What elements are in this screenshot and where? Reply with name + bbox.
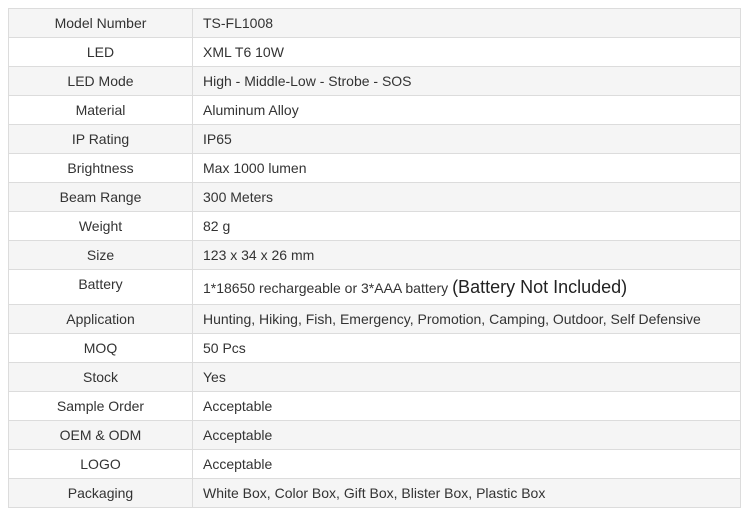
spec-label: Battery (8, 269, 193, 305)
spec-value: Acceptable (192, 449, 741, 479)
spec-value-text: Aluminum Alloy (203, 102, 299, 118)
spec-value: XML T6 10W (192, 37, 741, 67)
spec-value-text: Acceptable (203, 398, 273, 414)
spec-value-text: IP65 (203, 131, 232, 147)
spec-value-text: 82 g (203, 218, 231, 234)
spec-label: LED (8, 37, 193, 67)
spec-value: Acceptable (192, 420, 741, 450)
spec-value: 50 Pcs (192, 333, 741, 363)
spec-value-text: 123 x 34 x 26 mm (203, 247, 315, 263)
spec-label: Application (8, 304, 193, 334)
spec-value-text: Acceptable (203, 427, 273, 443)
spec-row: LOGO Acceptable (8, 449, 741, 479)
spec-label: Weight (8, 211, 193, 241)
spec-value-text: White Box, Color Box, Gift Box, Blister … (203, 485, 546, 501)
spec-value: Aluminum Alloy (192, 95, 741, 125)
spec-value-text: 1*18650 rechargeable or 3*AAA battery (203, 279, 449, 296)
spec-label: OEM & ODM (8, 420, 193, 450)
spec-label: LED Mode (8, 66, 193, 96)
spec-value: 82 g (192, 211, 741, 241)
spec-value: 300 Meters (192, 182, 741, 212)
spec-note: (Battery Not Included) (452, 276, 628, 297)
spec-row: MOQ 50 Pcs (8, 333, 741, 363)
spec-value-text: Yes (203, 369, 226, 385)
spec-label: Brightness (8, 153, 193, 183)
spec-label: Size (8, 240, 193, 270)
spec-value: IP65 (192, 124, 741, 154)
spec-value-text: XML T6 10W (203, 44, 284, 60)
spec-row: Beam Range 300 Meters (8, 182, 741, 212)
spec-value-text: 50 Pcs (203, 340, 246, 356)
spec-label: Beam Range (8, 182, 193, 212)
spec-label: IP Rating (8, 124, 193, 154)
spec-value-text: 300 Meters (203, 189, 274, 205)
spec-label: LOGO (8, 449, 193, 479)
spec-row: Brightness Max 1000 lumen (8, 153, 741, 183)
spec-value: Acceptable (192, 391, 741, 421)
spec-row: Material Aluminum Alloy (8, 95, 741, 125)
spec-label: Model Number (8, 8, 193, 38)
spec-label: MOQ (8, 333, 193, 363)
spec-value: White Box, Color Box, Gift Box, Blister … (192, 478, 741, 508)
spec-row: Size 123 x 34 x 26 mm (8, 240, 741, 270)
spec-value: TS-FL1008 (192, 8, 741, 38)
spec-value: 123 x 34 x 26 mm (192, 240, 741, 270)
spec-value: High - Middle-Low - Strobe - SOS (192, 66, 741, 96)
spec-row: Battery 1*18650 rechargeable or 3*AAA bat… (8, 269, 741, 305)
spec-value: Max 1000 lumen (192, 153, 741, 183)
spec-value-text: High - Middle-Low - Strobe - SOS (203, 73, 412, 89)
spec-row: Stock Yes (8, 362, 741, 392)
spec-row: LED Mode High - Middle-Low - Strobe - SOS (8, 66, 741, 96)
spec-value: 1*18650 rechargeable or 3*AAA battery (B… (192, 269, 741, 305)
spec-label: Sample Order (8, 391, 193, 421)
spec-row: LED XML T6 10W (8, 37, 741, 67)
spec-row: Packaging White Box, Color Box, Gift Box,… (8, 478, 741, 508)
spec-value-text: TS-FL1008 (203, 15, 274, 31)
spec-row: IP Rating IP65 (8, 124, 741, 154)
spec-table: Model Number TS-FL1008 LED XML T6 10W LED Mo… (8, 8, 741, 508)
spec-row: Weight 82 g (8, 211, 741, 241)
spec-row: Model Number TS-FL1008 (8, 8, 741, 38)
spec-value-text: Acceptable (203, 456, 273, 472)
spec-value: Yes (192, 362, 741, 392)
spec-label: Stock (8, 362, 193, 392)
spec-row: Sample Order Acceptable (8, 391, 741, 421)
spec-label: Packaging (8, 478, 193, 508)
spec-value-text: Max 1000 lumen (203, 160, 307, 176)
spec-value-text: Hunting, Hiking, Fish, Emergency, Promot… (203, 311, 701, 327)
spec-row: OEM & ODM Acceptable (8, 420, 741, 450)
spec-row: Application Hunting, Hiking, Fish, Emerge… (8, 304, 741, 334)
spec-value: Hunting, Hiking, Fish, Emergency, Promot… (192, 304, 741, 334)
spec-label: Material (8, 95, 193, 125)
